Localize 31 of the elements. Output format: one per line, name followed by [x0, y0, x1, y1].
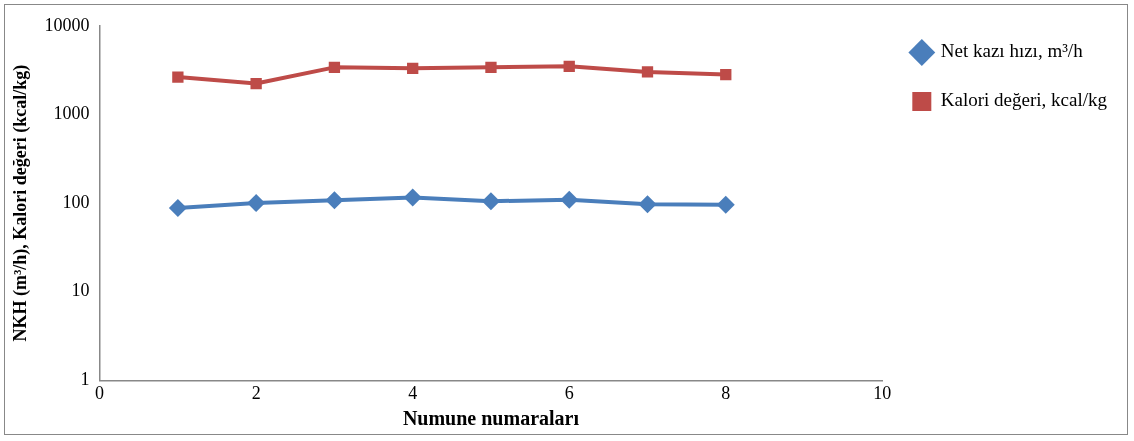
point: [560, 190, 579, 209]
y-tick-label: 1000: [53, 103, 90, 124]
x-axis-title: Numune numaraları: [402, 407, 580, 430]
point: [403, 188, 422, 207]
x-tick-label: 0: [95, 382, 105, 403]
point: [172, 71, 184, 83]
point: [485, 61, 497, 73]
point: [325, 191, 344, 210]
point: [407, 62, 419, 75]
x-tick-label: 10: [873, 382, 892, 403]
y-axis-title: NKH (m³/h), Kalori değeri (kcal/kg): [10, 64, 32, 342]
y-tick-label: 10000: [44, 14, 90, 35]
y-tick-label: 100: [62, 191, 90, 212]
x-tick-label: 6: [564, 382, 574, 403]
point: [250, 77, 262, 90]
point: [716, 195, 735, 214]
point: [720, 68, 732, 81]
y-tick-label: 10: [71, 280, 90, 301]
x-tick-label: 8: [721, 382, 731, 403]
x-tick-label: 4: [408, 382, 418, 403]
point: [563, 60, 575, 72]
point: [481, 192, 500, 211]
point: [641, 66, 654, 78]
point: [247, 194, 266, 213]
point: [638, 195, 657, 214]
legend-label: Kalori değeri, kcal/kg: [940, 89, 1108, 111]
point: [168, 199, 187, 218]
y-tick-label: 1: [80, 369, 90, 390]
point: [328, 61, 341, 73]
x-tick-label: 2: [251, 382, 261, 403]
legend-label: Net kazı hızı, m³/h: [940, 40, 1084, 62]
